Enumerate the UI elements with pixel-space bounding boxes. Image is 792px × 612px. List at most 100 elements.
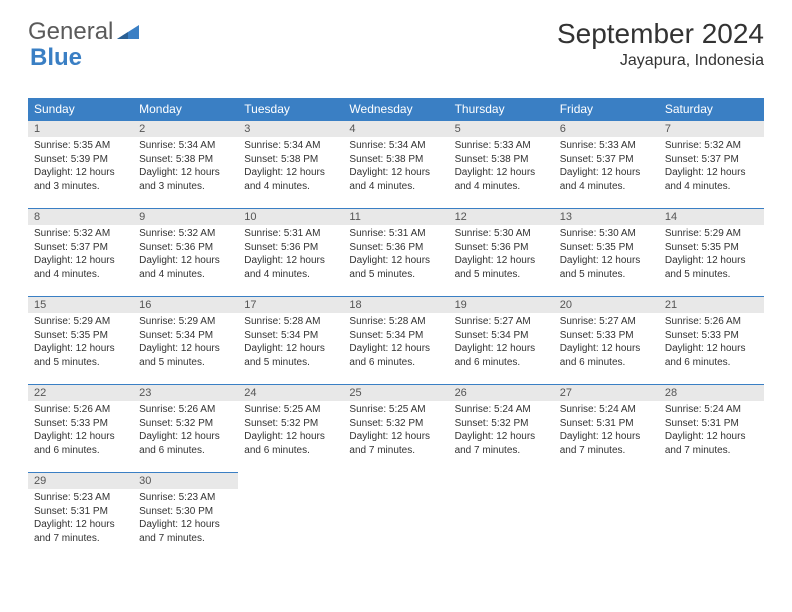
empty-cell: [659, 473, 764, 561]
daylight-line2: and 6 minutes.: [34, 444, 127, 458]
daylight-line2: and 4 minutes.: [665, 180, 758, 194]
sunrise-text: Sunrise: 5:29 AM: [34, 315, 127, 329]
daylight-line1: Daylight: 12 hours: [139, 254, 232, 268]
sunrise-text: Sunrise: 5:25 AM: [244, 403, 337, 417]
calendar-body: 1Sunrise: 5:35 AMSunset: 5:39 PMDaylight…: [28, 121, 764, 561]
day-details: Sunrise: 5:33 AMSunset: 5:38 PMDaylight:…: [449, 137, 554, 197]
daylight-line2: and 5 minutes.: [139, 356, 232, 370]
day-header-saturday: Saturday: [659, 98, 764, 121]
sunset-text: Sunset: 5:34 PM: [349, 329, 442, 343]
daylight-line2: and 7 minutes.: [455, 444, 548, 458]
daylight-line2: and 6 minutes.: [349, 356, 442, 370]
header: General September 2024 Jayapura, Indones…: [28, 18, 764, 70]
logo-triangle-icon: [117, 18, 139, 46]
sunrise-text: Sunrise: 5:26 AM: [34, 403, 127, 417]
day-details: Sunrise: 5:26 AMSunset: 5:32 PMDaylight:…: [133, 401, 238, 461]
day-number: 16: [133, 297, 238, 313]
sunrise-text: Sunrise: 5:32 AM: [139, 227, 232, 241]
day-number: 8: [28, 209, 133, 225]
day-cell: 15Sunrise: 5:29 AMSunset: 5:35 PMDayligh…: [28, 297, 133, 385]
day-details: Sunrise: 5:32 AMSunset: 5:37 PMDaylight:…: [28, 225, 133, 285]
day-cell: 29Sunrise: 5:23 AMSunset: 5:31 PMDayligh…: [28, 473, 133, 561]
day-number: 15: [28, 297, 133, 313]
sunset-text: Sunset: 5:39 PM: [34, 153, 127, 167]
daylight-line2: and 7 minutes.: [349, 444, 442, 458]
day-details: Sunrise: 5:27 AMSunset: 5:34 PMDaylight:…: [449, 313, 554, 373]
daylight-line1: Daylight: 12 hours: [349, 430, 442, 444]
day-cell: 25Sunrise: 5:25 AMSunset: 5:32 PMDayligh…: [343, 385, 448, 473]
empty-cell: [343, 473, 448, 561]
day-cell: 22Sunrise: 5:26 AMSunset: 5:33 PMDayligh…: [28, 385, 133, 473]
sunrise-text: Sunrise: 5:26 AM: [139, 403, 232, 417]
daylight-line1: Daylight: 12 hours: [139, 166, 232, 180]
day-number: 12: [449, 209, 554, 225]
daylight-line2: and 5 minutes.: [455, 268, 548, 282]
sunrise-text: Sunrise: 5:33 AM: [455, 139, 548, 153]
sunrise-text: Sunrise: 5:28 AM: [349, 315, 442, 329]
daylight-line1: Daylight: 12 hours: [665, 166, 758, 180]
day-details: Sunrise: 5:29 AMSunset: 5:35 PMDaylight:…: [659, 225, 764, 285]
daylight-line2: and 5 minutes.: [349, 268, 442, 282]
logo: General: [28, 18, 141, 46]
logo-text-general: General: [28, 18, 113, 46]
sunset-text: Sunset: 5:38 PM: [244, 153, 337, 167]
day-cell: 28Sunrise: 5:24 AMSunset: 5:31 PMDayligh…: [659, 385, 764, 473]
day-number: 17: [238, 297, 343, 313]
day-header-tuesday: Tuesday: [238, 98, 343, 121]
daylight-line1: Daylight: 12 hours: [560, 342, 653, 356]
daylight-line1: Daylight: 12 hours: [139, 518, 232, 532]
sunset-text: Sunset: 5:34 PM: [455, 329, 548, 343]
daylight-line2: and 6 minutes.: [244, 444, 337, 458]
daylight-line1: Daylight: 12 hours: [349, 166, 442, 180]
day-number: 4: [343, 121, 448, 137]
sunrise-text: Sunrise: 5:30 AM: [455, 227, 548, 241]
sunrise-text: Sunrise: 5:33 AM: [560, 139, 653, 153]
daylight-line1: Daylight: 12 hours: [349, 254, 442, 268]
day-number: 18: [343, 297, 448, 313]
daylight-line1: Daylight: 12 hours: [560, 166, 653, 180]
empty-cell: [449, 473, 554, 561]
sunset-text: Sunset: 5:38 PM: [349, 153, 442, 167]
daylight-line2: and 5 minutes.: [665, 268, 758, 282]
daylight-line2: and 3 minutes.: [34, 180, 127, 194]
day-number: 20: [554, 297, 659, 313]
day-details: Sunrise: 5:32 AMSunset: 5:37 PMDaylight:…: [659, 137, 764, 197]
daylight-line1: Daylight: 12 hours: [34, 342, 127, 356]
week-row: 8Sunrise: 5:32 AMSunset: 5:37 PMDaylight…: [28, 209, 764, 297]
day-details: Sunrise: 5:24 AMSunset: 5:32 PMDaylight:…: [449, 401, 554, 461]
title-block: September 2024 Jayapura, Indonesia: [557, 18, 764, 70]
day-details: Sunrise: 5:23 AMSunset: 5:30 PMDaylight:…: [133, 489, 238, 549]
day-number: 28: [659, 385, 764, 401]
sunset-text: Sunset: 5:31 PM: [34, 505, 127, 519]
week-row: 1Sunrise: 5:35 AMSunset: 5:39 PMDaylight…: [28, 121, 764, 209]
day-cell: 26Sunrise: 5:24 AMSunset: 5:32 PMDayligh…: [449, 385, 554, 473]
daylight-line1: Daylight: 12 hours: [665, 342, 758, 356]
day-cell: 14Sunrise: 5:29 AMSunset: 5:35 PMDayligh…: [659, 209, 764, 297]
day-details: Sunrise: 5:34 AMSunset: 5:38 PMDaylight:…: [343, 137, 448, 197]
daylight-line2: and 7 minutes.: [560, 444, 653, 458]
day-details: Sunrise: 5:30 AMSunset: 5:35 PMDaylight:…: [554, 225, 659, 285]
sunrise-text: Sunrise: 5:34 AM: [139, 139, 232, 153]
day-number: 10: [238, 209, 343, 225]
location: Jayapura, Indonesia: [557, 52, 764, 70]
sunset-text: Sunset: 5:31 PM: [665, 417, 758, 431]
day-cell: 11Sunrise: 5:31 AMSunset: 5:36 PMDayligh…: [343, 209, 448, 297]
day-cell: 16Sunrise: 5:29 AMSunset: 5:34 PMDayligh…: [133, 297, 238, 385]
day-cell: 17Sunrise: 5:28 AMSunset: 5:34 PMDayligh…: [238, 297, 343, 385]
day-details: Sunrise: 5:29 AMSunset: 5:35 PMDaylight:…: [28, 313, 133, 373]
day-cell: 2Sunrise: 5:34 AMSunset: 5:38 PMDaylight…: [133, 121, 238, 209]
day-header-thursday: Thursday: [449, 98, 554, 121]
day-cell: 1Sunrise: 5:35 AMSunset: 5:39 PMDaylight…: [28, 121, 133, 209]
day-details: Sunrise: 5:30 AMSunset: 5:36 PMDaylight:…: [449, 225, 554, 285]
day-cell: 30Sunrise: 5:23 AMSunset: 5:30 PMDayligh…: [133, 473, 238, 561]
sunset-text: Sunset: 5:32 PM: [139, 417, 232, 431]
day-details: Sunrise: 5:24 AMSunset: 5:31 PMDaylight:…: [659, 401, 764, 461]
day-cell: 19Sunrise: 5:27 AMSunset: 5:34 PMDayligh…: [449, 297, 554, 385]
day-cell: 10Sunrise: 5:31 AMSunset: 5:36 PMDayligh…: [238, 209, 343, 297]
calendar-table: SundayMondayTuesdayWednesdayThursdayFrid…: [28, 98, 764, 561]
day-cell: 18Sunrise: 5:28 AMSunset: 5:34 PMDayligh…: [343, 297, 448, 385]
day-cell: 4Sunrise: 5:34 AMSunset: 5:38 PMDaylight…: [343, 121, 448, 209]
day-number: 26: [449, 385, 554, 401]
day-number: 21: [659, 297, 764, 313]
day-cell: 13Sunrise: 5:30 AMSunset: 5:35 PMDayligh…: [554, 209, 659, 297]
